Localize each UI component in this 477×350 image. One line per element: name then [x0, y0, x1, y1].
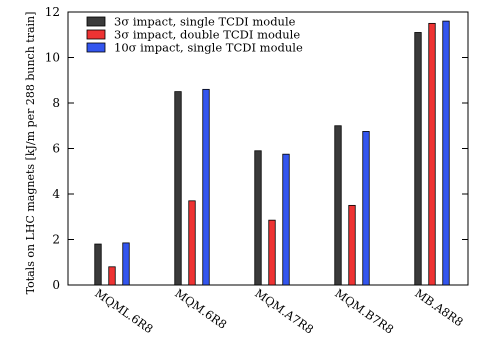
bar: [202, 88, 210, 286]
bar: [254, 150, 262, 286]
bar: [414, 32, 422, 286]
bar: [282, 153, 290, 286]
bar: [268, 219, 276, 286]
bar: [188, 200, 196, 286]
x-tick-label: MQML.6R8: [92, 286, 155, 336]
y-tick-label: 12: [45, 5, 60, 19]
legend-swatch: [86, 29, 106, 40]
bar: [348, 204, 356, 286]
y-tick-label: 8: [52, 96, 60, 110]
y-tick-label: 2: [52, 233, 60, 247]
plot-area: 0 2 4 6 8 10 12 MQML.6R8 MQM.6R8 MQM.A7R8 MQM.B7R8…: [45, 5, 469, 337]
legend-entry: 3σ impact, single TCDI module: [114, 15, 296, 29]
legend-swatch: [86, 42, 106, 53]
y-tick-label: 6: [52, 142, 60, 156]
y-tick-label: 4: [52, 187, 60, 201]
bar: [122, 242, 130, 286]
bar: [428, 22, 436, 286]
legend-entry: 10σ impact, single TCDI module: [114, 41, 303, 55]
y-tick-label: 0: [52, 278, 60, 292]
x-tick-label: MQM.6R8: [172, 286, 229, 332]
x-tick-label: MB.A8R8: [412, 286, 465, 329]
y-tick-label: 10: [45, 51, 60, 65]
bar: [334, 125, 342, 286]
bar: [174, 91, 182, 286]
y-axis-title: Totals on LHC magnets [kJ/m per 288 bunc…: [24, 12, 37, 295]
x-tick-label: MQM.A7R8: [252, 286, 316, 337]
bar: [442, 20, 450, 286]
bar: [108, 266, 116, 286]
x-tick-label: MQM.B7R8: [332, 286, 396, 337]
bar: [362, 131, 370, 286]
legend-entry: 3σ impact, double TCDI module: [114, 28, 300, 42]
bar: [94, 243, 102, 286]
legend-swatch: [86, 16, 106, 27]
